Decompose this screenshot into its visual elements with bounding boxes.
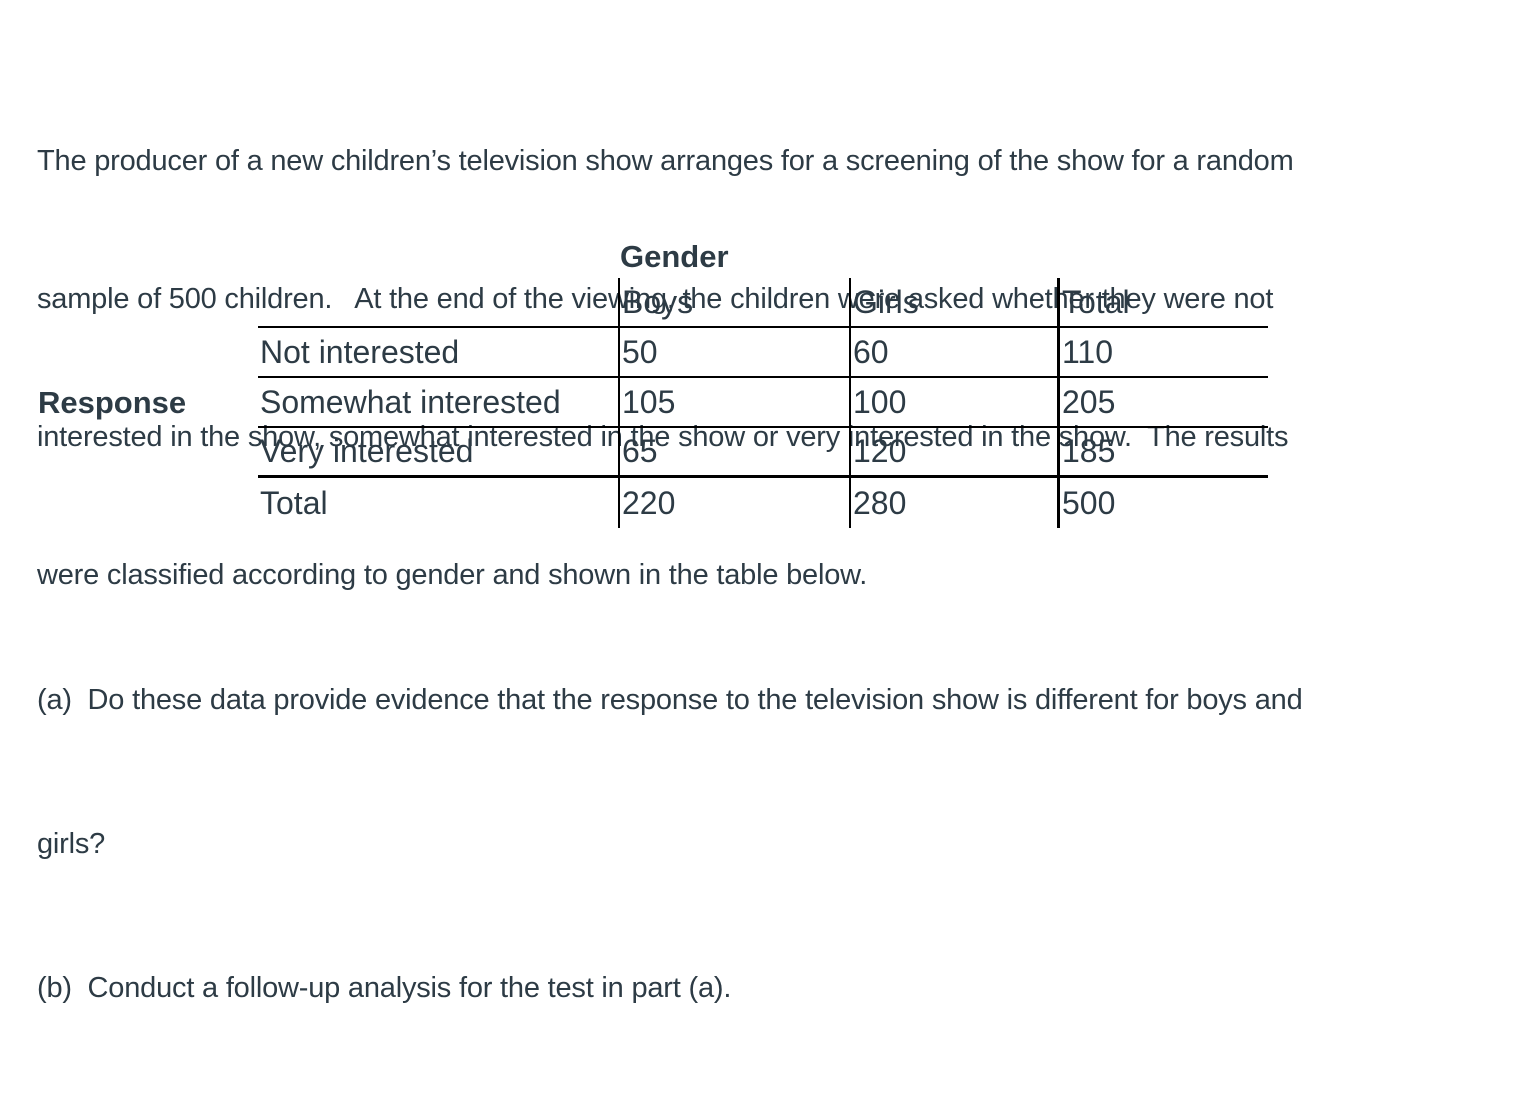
cell-somewhat-interested-girls: 100 bbox=[849, 378, 1057, 428]
cell-total-boys: 220 bbox=[618, 478, 849, 528]
cell-somewhat-interested-boys: 105 bbox=[618, 378, 849, 428]
problem-line-4: were classified according to gender and … bbox=[37, 559, 868, 591]
row-label-not-interested: Not interested bbox=[258, 328, 618, 378]
table-column-group-label: Gender bbox=[620, 239, 729, 274]
cell-not-interested-boys: 50 bbox=[618, 328, 849, 378]
question-a-line-2: girls? bbox=[37, 828, 106, 860]
row-label-total: Total bbox=[260, 484, 328, 521]
table-row-group-label: Response bbox=[38, 385, 187, 420]
column-header-boys: Boys bbox=[618, 278, 849, 328]
problem-line-1: The producer of a new children’s televis… bbox=[37, 145, 1294, 177]
frequency-table: Boys Girls Total Not interested 50 60 11… bbox=[258, 278, 1268, 528]
row-label-very-interested: Very interested bbox=[258, 428, 618, 478]
column-header-total: Total bbox=[1057, 278, 1268, 328]
row-label-somewhat-interested: Somewhat interested bbox=[258, 378, 618, 428]
column-header-girls: Girls bbox=[849, 278, 1057, 328]
question-b: (b) Conduct a follow-up analysis for the… bbox=[37, 972, 732, 1004]
cell-not-interested-total: 110 bbox=[1057, 328, 1268, 378]
cell-very-interested-total: 185 bbox=[1057, 428, 1268, 478]
question-page: The producer of a new children’s televis… bbox=[37, 145, 1303, 1004]
cell-very-interested-girls: 120 bbox=[849, 428, 1057, 478]
table-corner-cell bbox=[258, 278, 618, 328]
question-a-line-1: (a) Do these data provide evidence that … bbox=[37, 684, 1303, 716]
problem-line-2: sample of 500 children. At the end of th… bbox=[37, 283, 1274, 315]
cell-very-interested-boys: 65 bbox=[618, 428, 849, 478]
question-parts: (a) Do these data provide evidence that … bbox=[37, 580, 1303, 1108]
cell-somewhat-interested-total: 205 bbox=[1057, 378, 1268, 428]
cell-total-total: 500 bbox=[1057, 478, 1268, 528]
cell-total-girls: 280 bbox=[849, 478, 1057, 528]
cell-not-interested-girls: 60 bbox=[849, 328, 1057, 378]
